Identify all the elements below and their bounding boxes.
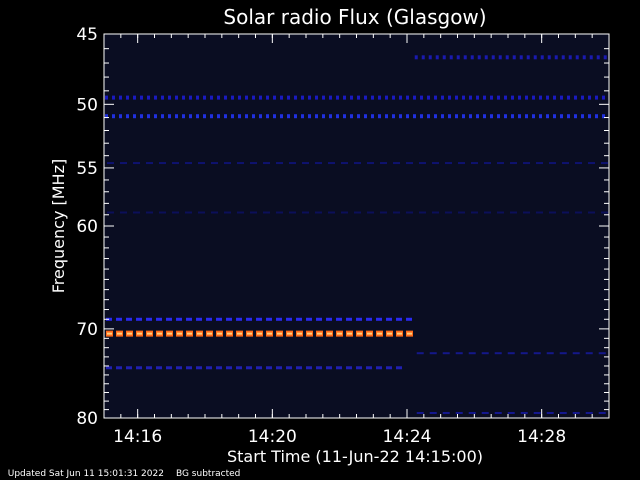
feature-7 <box>107 211 608 214</box>
x-axis: 14:16 14:20 14:24 14:28 <box>103 34 610 447</box>
y-tick-label: 60 <box>76 217 98 237</box>
y-tick-label: 55 <box>76 159 98 179</box>
feature-1 <box>106 317 412 321</box>
feature-9 <box>416 411 606 414</box>
x-tick-label: 14:20 <box>248 427 297 447</box>
chart-title: Solar radio Flux (Glasgow) <box>223 5 486 29</box>
updated-timestamp: Updated Sat Jun 11 15:01:31 2022 <box>7 469 164 479</box>
y-axis: 45 50 55 60 70 80 <box>76 25 609 429</box>
feature-8 <box>416 352 606 355</box>
y-axis-label: Frequency [MHz] <box>49 159 68 293</box>
x-tick-label: 14:28 <box>517 427 566 447</box>
feature-2 <box>106 366 402 370</box>
plot-background <box>104 34 609 418</box>
feature-3 <box>105 114 605 119</box>
x-tick-label: 14:16 <box>113 427 162 447</box>
y-tick-label: 70 <box>76 320 98 340</box>
feature-0 <box>106 330 413 337</box>
feature-4 <box>105 95 605 100</box>
y-tick-label: 45 <box>76 25 98 45</box>
spectral-features <box>105 55 608 414</box>
bg-note: BG subtracted <box>175 469 241 479</box>
feature-6 <box>107 162 608 165</box>
y-tick-label: 50 <box>76 95 98 115</box>
footer: Updated Sat Jun 11 15:01:31 2022 BG subtr… <box>2 459 252 479</box>
x-axis-label: Start Time (11-Jun-22 14:15:00) <box>227 447 483 466</box>
y-tick-label: 80 <box>76 409 98 429</box>
feature-5 <box>414 55 607 60</box>
x-tick-label: 14:24 <box>383 427 432 447</box>
